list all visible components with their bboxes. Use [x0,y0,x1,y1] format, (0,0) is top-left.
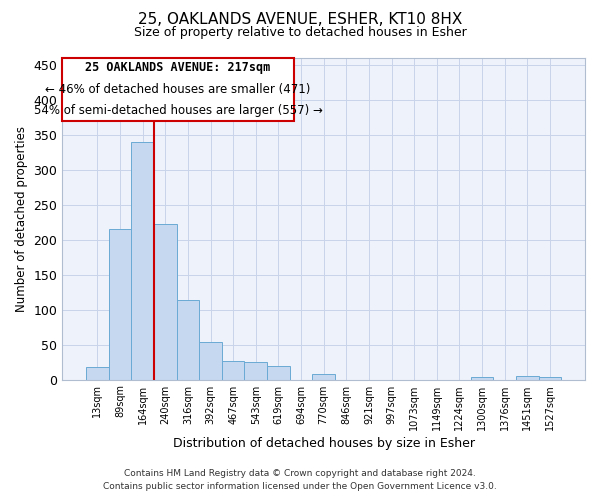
Bar [516,376,539,380]
Bar [313,374,335,380]
FancyBboxPatch shape [62,58,294,120]
Y-axis label: Number of detached properties: Number of detached properties [15,126,28,312]
Text: Contains public sector information licensed under the Open Government Licence v3: Contains public sector information licen… [103,482,497,491]
Text: 25, OAKLANDS AVENUE, ESHER, KT10 8HX: 25, OAKLANDS AVENUE, ESHER, KT10 8HX [138,12,462,28]
Bar [86,367,109,380]
Bar [244,362,267,380]
Bar [199,342,222,380]
Bar [131,142,154,380]
Bar [176,300,199,380]
Bar [539,377,561,380]
Text: 54% of semi-detached houses are larger (557) →: 54% of semi-detached houses are larger (… [34,104,322,117]
Bar [222,362,244,380]
Text: ← 46% of detached houses are smaller (471): ← 46% of detached houses are smaller (47… [46,84,311,96]
Bar [109,229,131,380]
Text: 25 OAKLANDS AVENUE: 217sqm: 25 OAKLANDS AVENUE: 217sqm [85,60,271,74]
Text: Size of property relative to detached houses in Esher: Size of property relative to detached ho… [134,26,466,39]
X-axis label: Distribution of detached houses by size in Esher: Distribution of detached houses by size … [173,437,475,450]
Bar [471,378,493,380]
Text: Contains HM Land Registry data © Crown copyright and database right 2024.: Contains HM Land Registry data © Crown c… [124,468,476,477]
Bar [267,366,290,380]
Bar [154,224,176,380]
